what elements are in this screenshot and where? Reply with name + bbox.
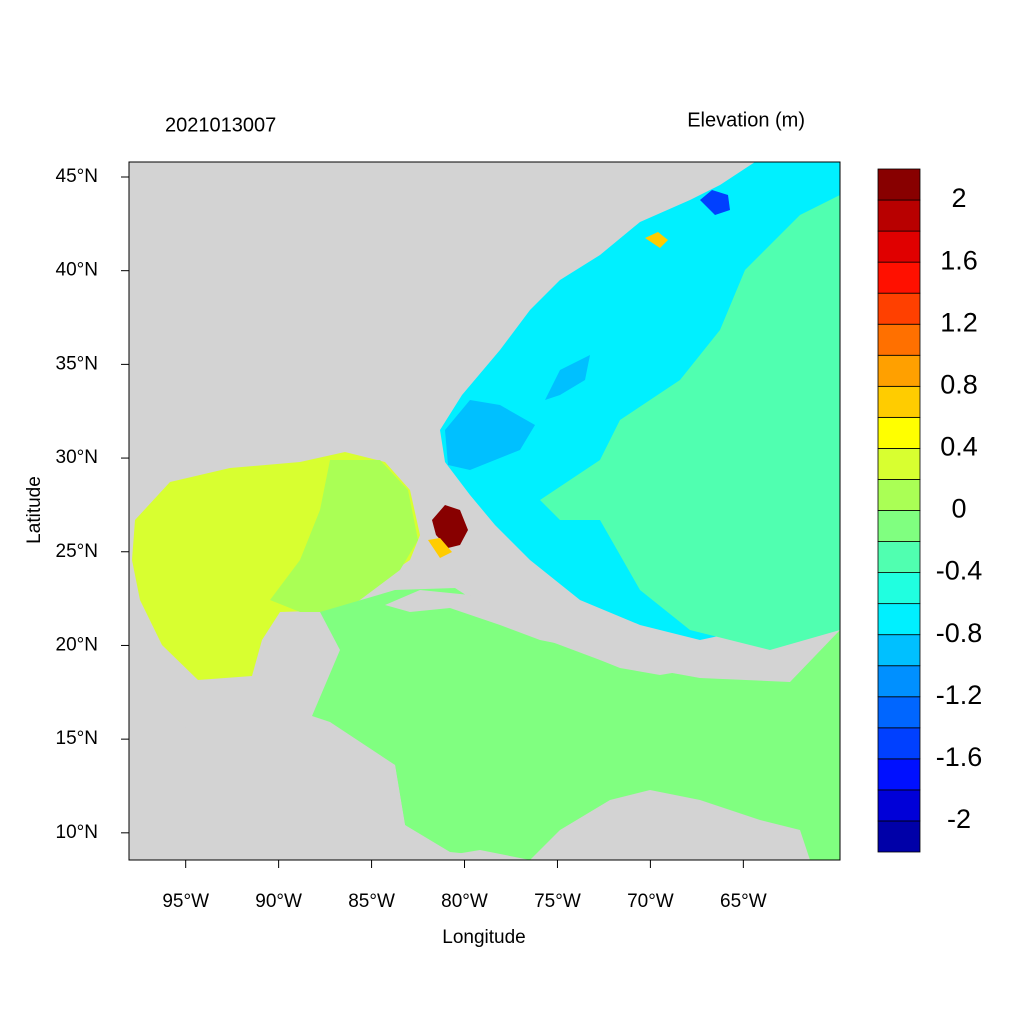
colorbar-label: -2 [947, 804, 971, 834]
south-america [420, 790, 810, 860]
colorbar-bin [877, 448, 921, 480]
colorbar-bin [877, 510, 921, 542]
x-tick-label: 90°W [255, 891, 302, 912]
colorbar-bin [877, 261, 921, 294]
x-tick-label: 95°W [162, 891, 209, 912]
colorbar-bin [877, 820, 921, 853]
cape-cod-high [645, 232, 668, 248]
colorbar-bin [877, 354, 921, 387]
caribbean [312, 588, 840, 860]
colorbar-bin [877, 168, 921, 201]
plot-frame [128, 161, 841, 861]
x-tick-label: 80°W [441, 891, 488, 912]
colorbar-bin [877, 603, 921, 636]
florida-tip [428, 538, 452, 558]
colorbar-label: -0.4 [936, 556, 983, 586]
x-tick-label: 70°W [627, 891, 674, 912]
colorbar-label: 2 [951, 183, 966, 213]
cuba [385, 590, 600, 650]
y-tick-label: 15°N [56, 728, 98, 749]
colorbar-label: -1.2 [936, 680, 983, 710]
colorbar-label: -1.6 [936, 742, 983, 772]
florida-surge [432, 505, 468, 548]
x-tick-label: 85°W [348, 891, 395, 912]
colorbar-label: 1.6 [940, 245, 978, 275]
colorbar-bin [877, 385, 921, 418]
left-title: 2021013007 [165, 114, 276, 136]
ocean-depression [545, 355, 590, 400]
map [129, 162, 840, 860]
colorbar-label: -0.8 [936, 618, 983, 648]
y-tick-label: 25°N [56, 541, 98, 562]
nova-scotia-low [700, 190, 730, 215]
colorbar-bin [877, 541, 921, 573]
colorbar-bin [877, 758, 921, 791]
colorbar-bin [877, 634, 921, 667]
right-title: Elevation (m) [687, 109, 805, 131]
colorbar-bin [877, 696, 921, 729]
y-tick-label: 20°N [56, 634, 98, 655]
colorbar-bin [877, 230, 921, 263]
colorbar-bin [877, 727, 921, 760]
ocean-depression [445, 400, 535, 470]
colorbar-bin [877, 572, 921, 605]
y-tick-label: 10°N [56, 822, 98, 843]
colorbar-label: 1.2 [940, 307, 978, 337]
x-tick-label: 65°W [720, 891, 767, 912]
y-tick-label: 30°N [56, 447, 98, 468]
y-tick-label: 35°N [56, 353, 98, 374]
hispaniola [590, 645, 690, 675]
x-tick-label: 75°W [534, 891, 581, 912]
colorbar-bin [877, 789, 921, 822]
gulf-east [270, 460, 418, 612]
colorbar-label: 0.8 [940, 369, 978, 399]
colorbar-bin [877, 416, 921, 449]
colorbar-bin [877, 665, 921, 698]
colorbar-label: 0 [951, 494, 966, 524]
colorbar-bin [877, 292, 921, 325]
atlantic-east [540, 195, 840, 650]
colorbar-label: 0.4 [940, 432, 978, 462]
y-tick-label: 45°N [56, 166, 98, 187]
x-axis-label: Longitude [442, 927, 525, 948]
y-tick-label: 40°N [56, 260, 98, 281]
colorbar-bin [877, 199, 921, 232]
y-axis-label: Latitude [24, 476, 45, 544]
colorbar-bin [877, 479, 921, 511]
colorbar-bin [877, 323, 921, 356]
central-america [129, 720, 440, 860]
